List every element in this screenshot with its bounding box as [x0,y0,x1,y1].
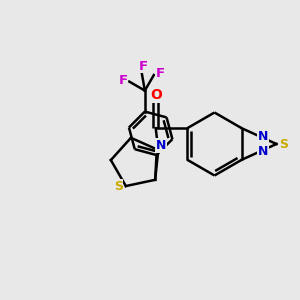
Text: F: F [119,74,128,87]
Text: N: N [258,130,268,143]
Text: S: S [114,179,123,193]
Text: N: N [156,139,166,152]
Text: O: O [150,88,162,102]
Text: F: F [139,60,148,73]
Text: F: F [155,67,164,80]
Text: N: N [258,145,268,158]
Text: S: S [279,137,288,151]
